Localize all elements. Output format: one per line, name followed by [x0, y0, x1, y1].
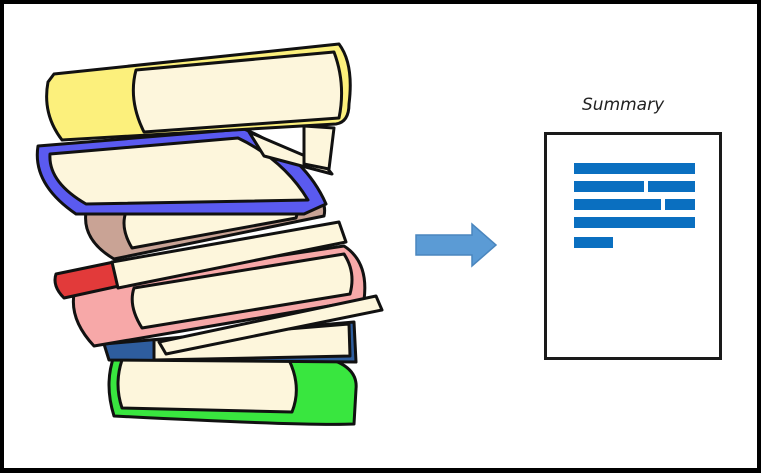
blue-book: [35, 127, 334, 216]
green-book: [107, 352, 358, 426]
book-stack-icon: [35, 42, 384, 426]
red-book: [53, 220, 348, 300]
right-arrow-icon: [415, 222, 498, 268]
yellow-book: [45, 42, 352, 171]
document-lines-icon: [574, 163, 695, 248]
summary-label: Summary: [582, 95, 665, 115]
thin-book: [157, 294, 384, 356]
diagram-canvas: Summary: [4, 4, 757, 468]
summary-document: [544, 132, 722, 360]
